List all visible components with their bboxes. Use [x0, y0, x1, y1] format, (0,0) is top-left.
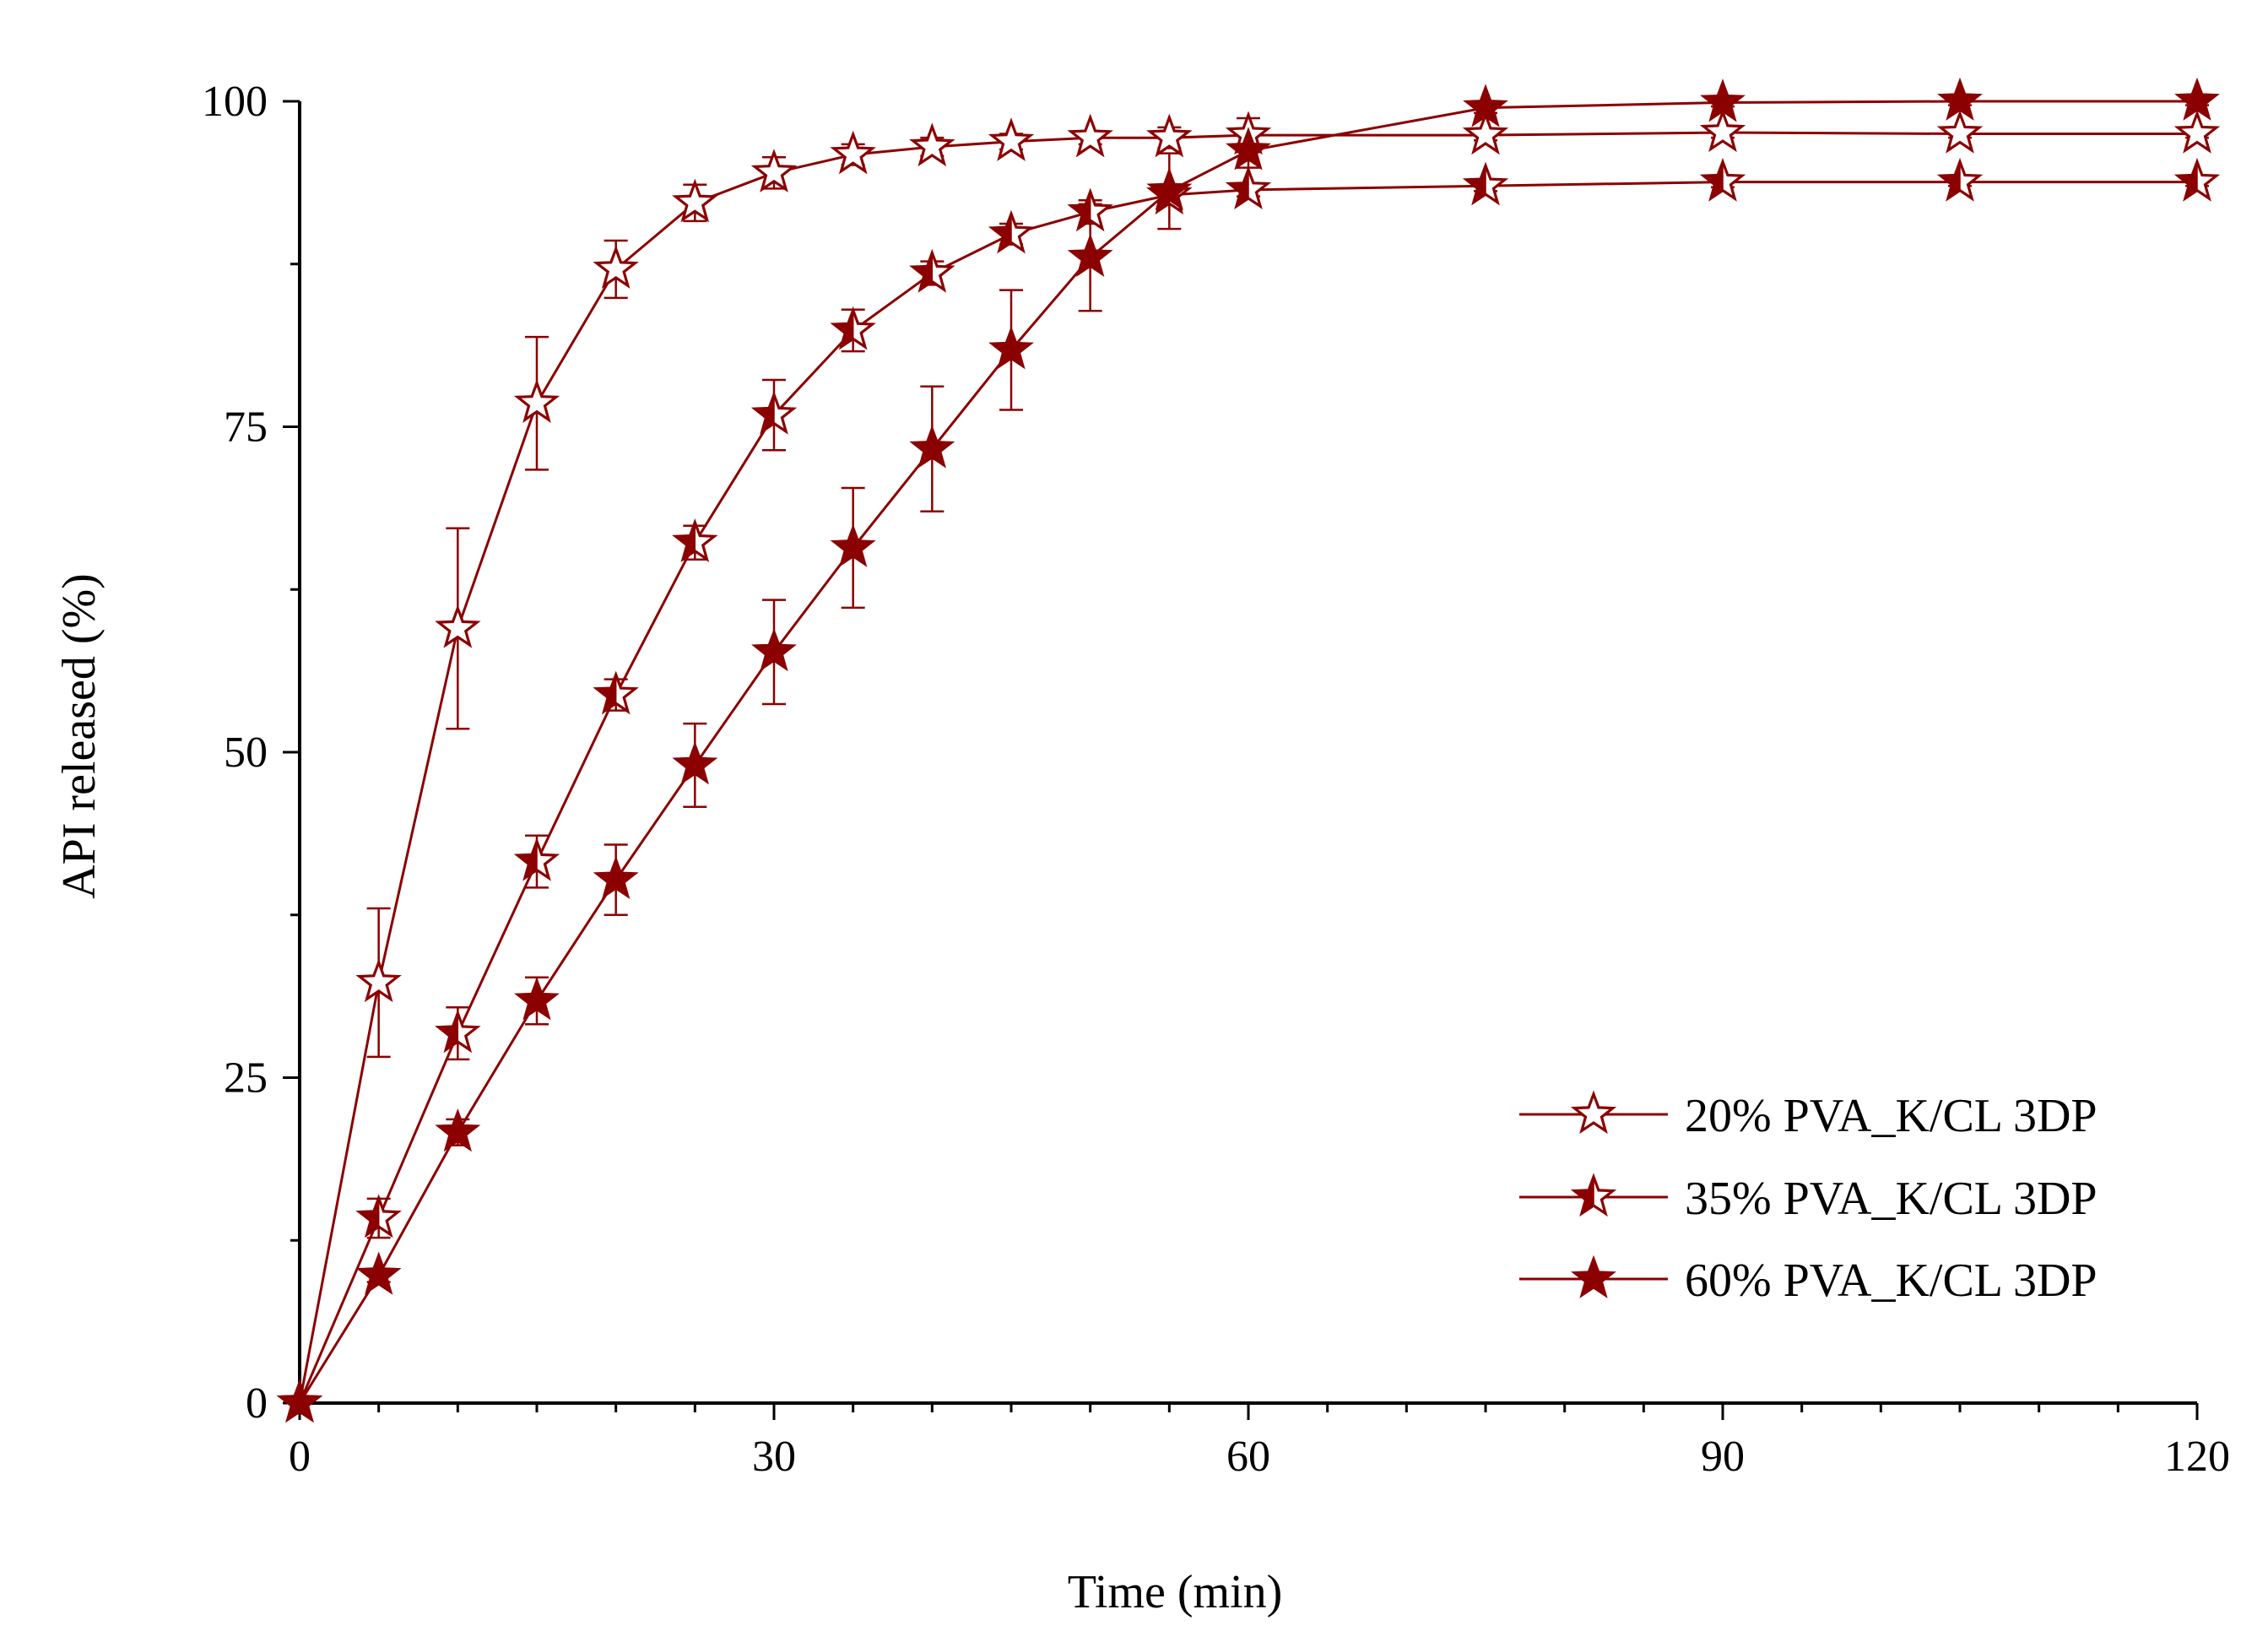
data-point-marker	[1225, 165, 1272, 210]
data-point-marker	[1936, 158, 1984, 202]
data-point-marker	[1462, 111, 1509, 155]
legend-label: 60% PVA_K/CL 3DP	[1685, 1255, 2097, 1307]
data-point-marker	[513, 837, 560, 881]
x-tick-label: 0	[289, 1433, 311, 1481]
y-tick-label: 25	[224, 1054, 268, 1103]
data-point-marker	[593, 245, 639, 290]
data-point-marker	[830, 130, 876, 175]
tick-labels: 0 30 60 90 120 0 25 50 75 100	[202, 78, 2230, 1481]
markers	[276, 77, 2221, 1423]
data-point-marker	[1937, 77, 1983, 121]
legend-marker-filled-star	[1571, 1255, 1616, 1298]
data-point-marker	[1146, 113, 1193, 158]
data-point-marker	[1699, 158, 1746, 202]
data-point-marker	[435, 1108, 481, 1152]
data-point-marker	[1146, 167, 1193, 211]
data-point-marker	[2173, 109, 2221, 154]
x-tick-label: 60	[1226, 1433, 1270, 1481]
data-point-marker	[672, 178, 718, 223]
legend-marker-open-star	[1570, 1090, 1617, 1135]
y-tick-label: 50	[224, 729, 268, 777]
data-point-marker	[750, 391, 798, 435]
y-tick-label: 100	[202, 78, 268, 126]
data-point-marker	[830, 523, 876, 567]
data-point-marker	[672, 741, 718, 785]
legend-item-35: 35% PVA_K/CL 3DP	[1519, 1173, 2097, 1225]
data-point-marker	[435, 604, 481, 648]
data-point-marker	[1226, 127, 1271, 171]
data-point-marker	[988, 326, 1034, 370]
data-point-marker	[355, 1194, 402, 1238]
data-point-marker	[988, 117, 1035, 161]
legend-star	[1570, 1173, 1617, 1217]
data-point-marker	[593, 670, 639, 715]
x-tick-label: 120	[2164, 1433, 2230, 1481]
legend-item-20: 20% PVA_K/CL 3DP	[1519, 1090, 2097, 1142]
x-axis-title: Time (min)	[1068, 1566, 1283, 1618]
data-point-marker	[1699, 108, 1746, 153]
data-point-marker	[1067, 113, 1113, 158]
legend-label: 20% PVA_K/CL 3DP	[1685, 1090, 2097, 1142]
legend-label: 35% PVA_K/CL 3DP	[1685, 1173, 2097, 1225]
data-point-marker	[355, 1251, 402, 1295]
legend-star	[1570, 1090, 1617, 1135]
x-tick-label: 30	[752, 1433, 796, 1481]
data-point-marker	[513, 379, 560, 423]
x-tick-label: 90	[1701, 1433, 1745, 1481]
data-point-marker	[750, 149, 798, 192]
data-point-marker	[909, 122, 955, 167]
data-point-marker	[593, 855, 639, 900]
data-point-marker	[277, 1379, 322, 1423]
data-point-marker	[2174, 77, 2220, 121]
data-point-marker	[514, 977, 560, 1021]
data-point-marker	[830, 306, 876, 350]
data-point-marker	[1462, 161, 1509, 206]
data-point-marker	[909, 248, 955, 293]
data-point-marker	[1936, 109, 1984, 154]
data-point-marker	[1067, 233, 1113, 278]
legend: 20% PVA_K/CL 3DP 35% PVA_K/CL 3DP 60% PV…	[1519, 1090, 2097, 1307]
legend-star	[1571, 1255, 1616, 1298]
data-point-marker	[988, 209, 1035, 254]
data-point-marker	[435, 1009, 481, 1054]
data-point-marker	[672, 518, 718, 562]
data-point-marker	[1067, 187, 1113, 232]
data-point-marker	[909, 425, 955, 469]
legend-marker-half-star	[1570, 1173, 1617, 1217]
y-axis-title: API released (%)	[53, 573, 106, 899]
data-point-marker	[1700, 79, 1746, 122]
data-point-marker	[751, 627, 797, 672]
data-point-marker	[355, 958, 402, 1003]
ticks	[283, 100, 2199, 1420]
y-tick-label: 0	[246, 1379, 268, 1428]
y-tick-label: 75	[224, 404, 268, 452]
data-point-marker	[1463, 84, 1508, 127]
data-point-marker	[2173, 158, 2221, 202]
legend-item-60: 60% PVA_K/CL 3DP	[1519, 1255, 2097, 1307]
